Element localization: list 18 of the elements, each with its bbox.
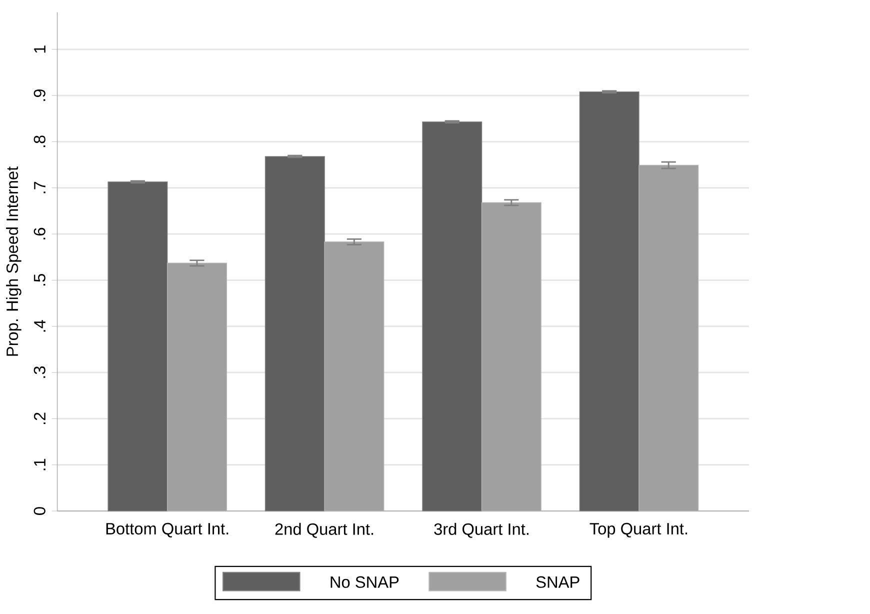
y-axis-title: Prop. High Speed Internet [6, 166, 22, 356]
x-tick-label: Top Quart Int. [590, 522, 688, 538]
x-tick-label: Bottom Quart Int. [106, 522, 228, 538]
y-tick-label: .4 [34, 320, 46, 332]
y-tick-label: .9 [34, 89, 46, 101]
legend-label: SNAP [536, 576, 580, 588]
y-tick-label: .8 [34, 136, 46, 147]
x-tick-label: 2nd Quart Int. [275, 522, 374, 538]
y-tick-label: .3 [34, 366, 46, 378]
legend-label: No SNAP [330, 576, 399, 588]
y-tick-label: .1 [34, 458, 46, 470]
y-tick-label: 0 [34, 507, 46, 515]
y-tick-label: .6 [34, 228, 46, 240]
y-tick-label: .7 [34, 182, 46, 194]
x-tick-label: 3rd Quart Int. [434, 522, 528, 538]
y-tick-label: .2 [34, 412, 46, 424]
y-tick-label: 1 [34, 46, 46, 53]
y-tick-label: .5 [34, 274, 46, 286]
